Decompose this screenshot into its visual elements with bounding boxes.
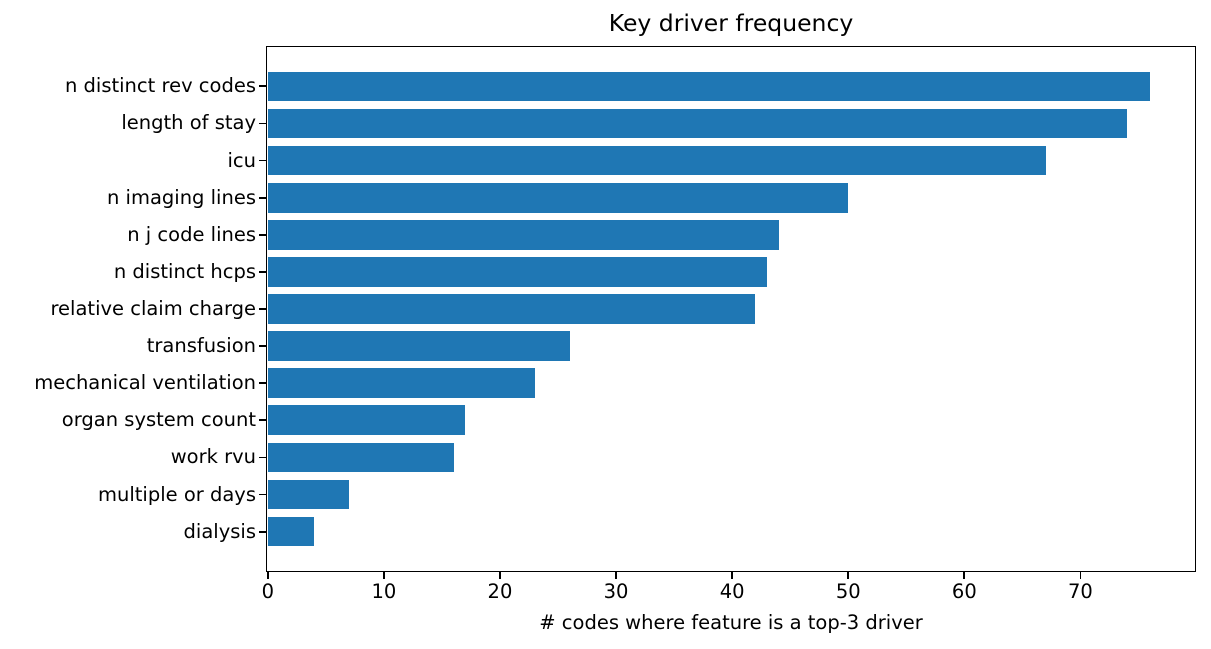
bar-organ-system-count [267, 405, 466, 436]
y-tick-mark [259, 456, 266, 459]
x-tick-label-60: 60 [951, 580, 977, 603]
y-tick-mark [259, 345, 266, 347]
x-tick-mark [266, 572, 269, 579]
bar-n-j-code-lines [267, 219, 779, 250]
chart-title: Key driver frequency [608, 9, 854, 37]
y-tick-mark [259, 85, 266, 88]
bar-transfusion [267, 331, 570, 361]
x-tick-mark [615, 572, 617, 579]
bar-relative-claim-charge [267, 294, 756, 324]
bar-icu [267, 145, 1046, 176]
y-tick-label-n-distinct-hcps: n distinct hcps [113, 259, 256, 283]
y-tick-label-length-of-stay: length of stay [121, 111, 256, 135]
y-tick-label-icu: icu [227, 148, 257, 172]
y-tick-label-work-rvu: work rvu [170, 445, 256, 469]
x-tick-label-0: 0 [261, 580, 274, 603]
x-axis-label: # codes where feature is a top-3 driver [539, 611, 923, 634]
y-tick-label-relative-claim-charge: relative claim charge [50, 297, 256, 320]
y-tick-mark [259, 233, 266, 236]
x-tick-mark [499, 572, 501, 579]
y-tick-label-dialysis: dialysis [183, 519, 256, 543]
x-tick-label-70: 70 [1068, 580, 1093, 603]
y-tick-label-n-distinct-rev-codes: n distinct rev codes [64, 74, 256, 98]
x-tick-mark [382, 572, 385, 579]
x-tick-mark [847, 572, 850, 579]
x-tick-label-20: 20 [487, 580, 513, 603]
y-tick-label-multiple-or-days: multiple or days [98, 482, 256, 506]
bar-multiple-or-days [267, 479, 350, 510]
bar-n-distinct-hcps [267, 257, 767, 287]
x-tick-mark [1079, 572, 1082, 579]
y-tick-label-n-imaging-lines: n imaging lines [106, 185, 256, 209]
y-tick-mark [259, 493, 266, 496]
y-tick-mark [259, 530, 266, 533]
x-tick-mark [963, 572, 966, 579]
bar-length-of-stay [267, 108, 1127, 139]
bar-mechanical-ventilation [267, 368, 535, 399]
bar-n-distinct-rev-codes [267, 71, 1151, 102]
y-tick-mark [259, 419, 266, 422]
y-tick-mark [259, 159, 266, 162]
x-tick-label-40: 40 [719, 580, 745, 603]
x-tick-label-50: 50 [835, 580, 861, 603]
y-tick-label-transfusion: transfusion [146, 334, 256, 358]
x-tick-label-10: 10 [371, 580, 397, 603]
y-tick-mark [259, 122, 266, 125]
bar-work-rvu [267, 442, 454, 473]
y-tick-label-organ-system-count: organ system count [61, 408, 256, 432]
x-tick-mark [731, 572, 734, 579]
bar-dialysis [267, 516, 315, 547]
y-tick-mark [259, 270, 266, 273]
y-tick-mark [259, 382, 266, 385]
bar-n-imaging-lines [267, 182, 849, 213]
y-tick-mark [259, 308, 266, 310]
y-tick-label-mechanical-ventilation: mechanical ventilation [34, 371, 256, 395]
y-tick-label-n-j-code-lines: n j code lines [127, 222, 256, 246]
x-tick-label-30: 30 [603, 580, 629, 603]
y-tick-mark [259, 196, 266, 199]
